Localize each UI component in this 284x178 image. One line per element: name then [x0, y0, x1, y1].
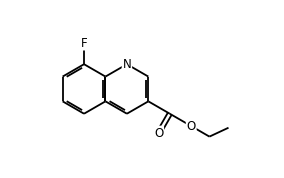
Text: O: O: [154, 127, 163, 140]
Text: O: O: [187, 120, 196, 133]
Text: N: N: [122, 58, 131, 71]
Text: F: F: [81, 37, 87, 50]
